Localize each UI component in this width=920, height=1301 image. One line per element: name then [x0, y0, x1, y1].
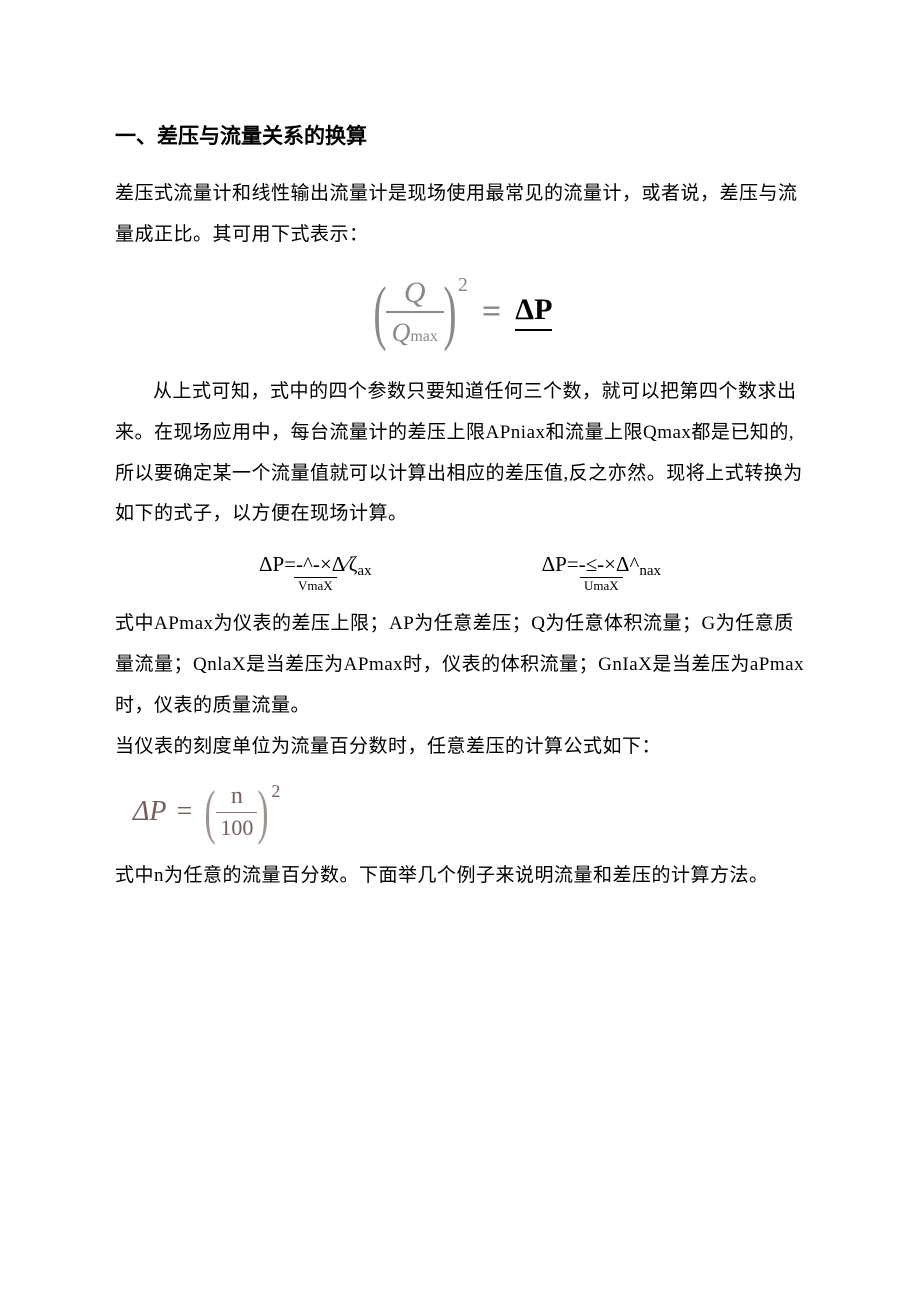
formula-2-right: ΔP=-≤-×Δ^nax UmaX	[542, 551, 661, 594]
formula-1-lhs: ( Q Qmax ) 2	[368, 274, 468, 350]
formula-3-equals: =	[177, 796, 193, 828]
f3-right-paren-icon: )	[258, 782, 269, 842]
left-paren-icon: (	[373, 276, 386, 348]
f2l-sub: ax	[357, 562, 371, 582]
formula-1: ( Q Qmax ) 2 = ΔP	[115, 274, 805, 350]
formula-3-lhs: ΔP	[133, 796, 167, 828]
f2l-prefix: ΔP=-^-×Δ⁄ζ	[259, 551, 357, 578]
paragraph-1: 差压式流量计和线性输出流量计是现场使用最常见的流量计，或者说，差压与流量成正比。…	[115, 174, 805, 256]
formula-1-equals: =	[482, 293, 501, 331]
fraction-denominator: Qmax	[386, 313, 444, 350]
formula-3-fraction: n 100	[216, 783, 257, 842]
f2r-prefix: ΔP=-≤-×Δ^	[542, 551, 640, 578]
formula-2-left: ΔP=-^-×Δ⁄ζax VmaX	[259, 551, 372, 594]
paragraph-4: 当仪表的刻度单位为流量百分数时，任意差压的计算公式如下：	[115, 727, 805, 768]
f2r-sub: nax	[639, 562, 661, 582]
formula-2: ΔP=-^-×Δ⁄ζax VmaX ΔP=-≤-×Δ^nax UmaX	[115, 551, 805, 594]
formula-1-fraction: ( Q Qmax )	[368, 274, 462, 350]
right-paren-icon: )	[443, 276, 456, 348]
den-main: Q	[392, 318, 411, 347]
formula-2-left-under: VmaX	[294, 577, 337, 595]
formula-3-wrap: ΔP = ( n 100 ) 2	[133, 782, 280, 842]
den-sub: max	[410, 328, 438, 345]
paragraph-3: 式中APmax为仪表的差压上限；AP为任意差压；Q为任意体积流量；G为任意质量流…	[115, 604, 805, 727]
formula-3: ΔP = ( n 100 ) 2	[133, 782, 805, 842]
formula-2-right-line: ΔP=-≤-×Δ^nax	[542, 551, 661, 578]
fraction-inner: Q Qmax	[386, 274, 444, 350]
section-heading: 一、差压与流量关系的换算	[115, 120, 805, 150]
formula-2-left-line: ΔP=-^-×Δ⁄ζax	[259, 551, 372, 578]
f3-left-paren-icon: (	[205, 782, 216, 842]
paragraph-5: 式中n为任意的流量百分数。下面举几个例子来说明流量和差压的计算方法。	[115, 856, 805, 897]
formula-2-right-under: UmaX	[580, 577, 623, 595]
f3-numerator: n	[221, 783, 253, 812]
f3-denominator: 100	[216, 813, 257, 841]
formula-1-rhs: ΔP	[515, 293, 552, 331]
fraction-numerator: Q	[394, 274, 436, 311]
paragraph-2: 从上式可知，式中的四个参数只要知道任何三个数，就可以把第四个数求出来。在现场应用…	[115, 372, 805, 535]
formula-3-exponent: 2	[271, 781, 280, 802]
